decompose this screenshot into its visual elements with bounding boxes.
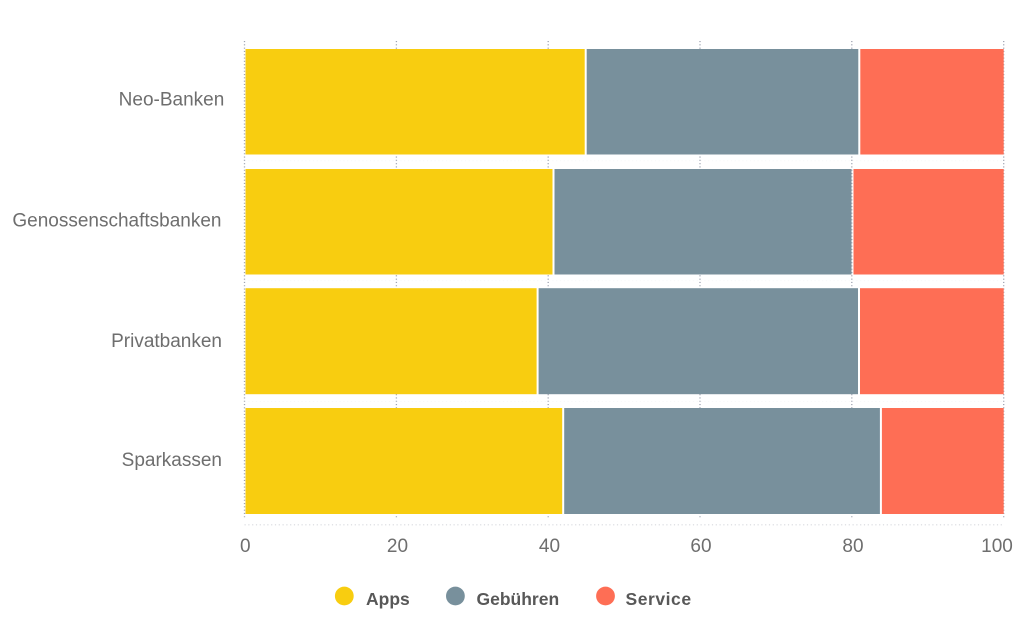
- svg-text:Genossenschaftsbanken: Genossenschaftsbanken: [12, 211, 221, 232]
- svg-text:80: 80: [842, 536, 863, 557]
- svg-text:Service: Service: [626, 589, 692, 609]
- svg-text:60: 60: [690, 536, 711, 557]
- svg-text:100: 100: [981, 536, 1013, 557]
- svg-text:Sparkassen: Sparkassen: [122, 450, 222, 471]
- svg-text:40: 40: [539, 536, 560, 557]
- svg-text:20: 20: [387, 536, 408, 557]
- svg-text:Privatbanken: Privatbanken: [111, 331, 222, 352]
- svg-text:0: 0: [240, 536, 251, 557]
- svg-text:Neo-Banken: Neo-Banken: [119, 90, 225, 111]
- svg-text:Apps: Apps: [366, 589, 410, 609]
- svg-text:Gebühren: Gebühren: [477, 589, 560, 609]
